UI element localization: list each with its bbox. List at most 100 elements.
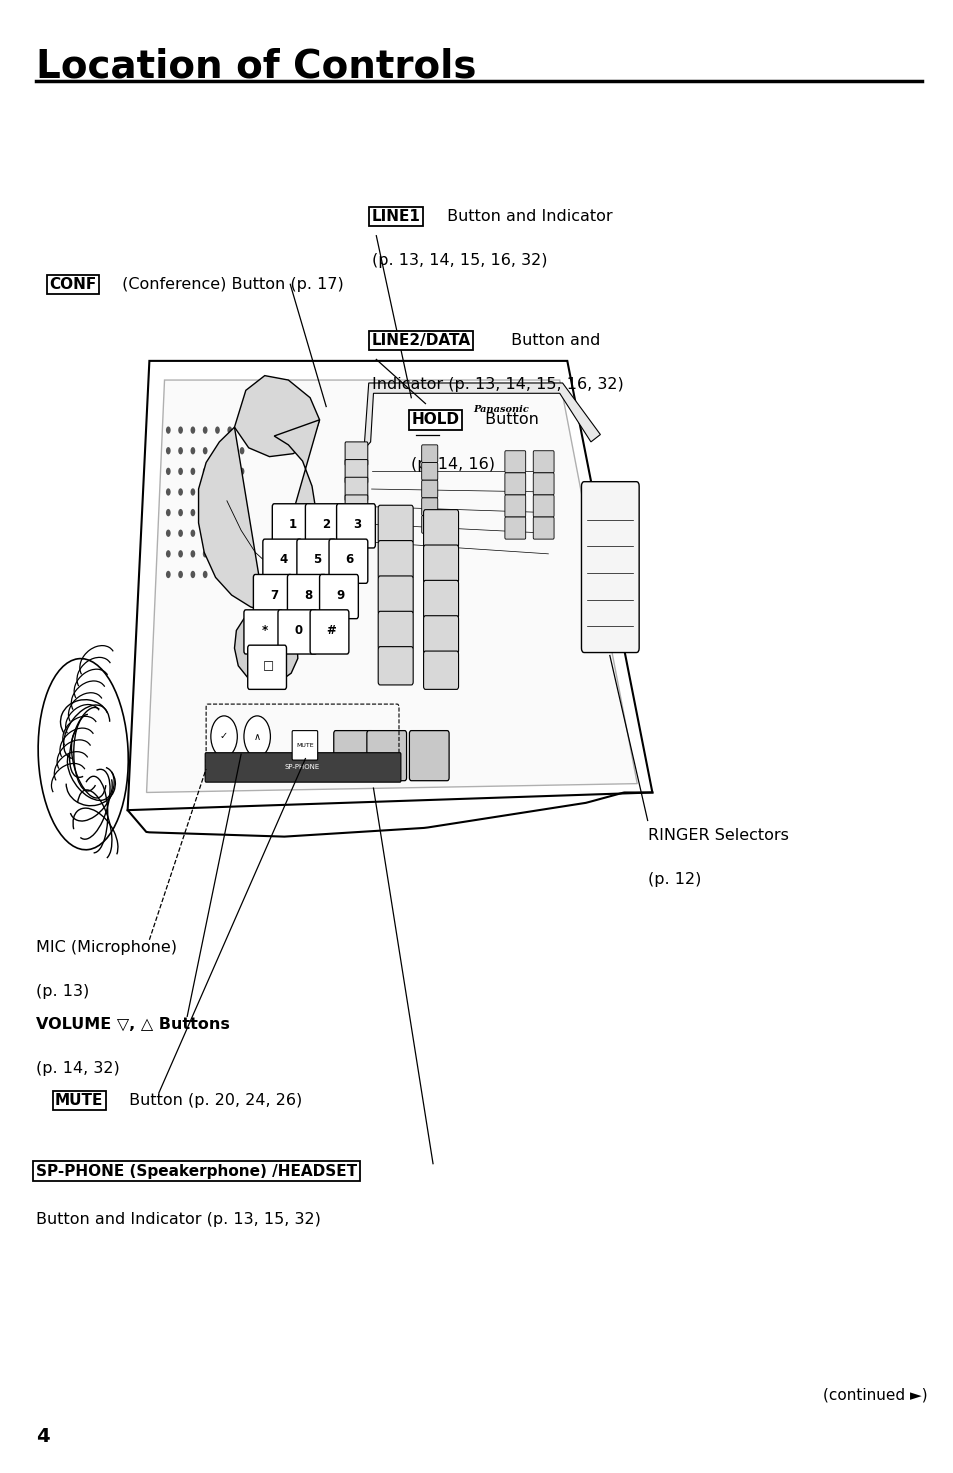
FancyBboxPatch shape [421, 463, 437, 480]
Circle shape [239, 427, 244, 433]
Circle shape [239, 572, 244, 579]
FancyBboxPatch shape [367, 731, 406, 781]
Circle shape [166, 468, 171, 476]
Polygon shape [147, 380, 637, 792]
FancyBboxPatch shape [533, 517, 554, 539]
FancyBboxPatch shape [292, 731, 317, 760]
FancyBboxPatch shape [421, 480, 437, 498]
Circle shape [191, 489, 195, 495]
Circle shape [178, 489, 183, 495]
Circle shape [178, 572, 183, 579]
Polygon shape [234, 376, 319, 457]
Circle shape [214, 489, 219, 495]
Text: 7: 7 [270, 589, 278, 601]
FancyBboxPatch shape [421, 498, 437, 516]
Text: *: * [261, 625, 268, 636]
Text: □: □ [263, 660, 274, 672]
Circle shape [214, 427, 219, 433]
Circle shape [239, 448, 244, 455]
Circle shape [191, 549, 195, 557]
Text: SP-PHONE (Speakerphone) /HEADSET: SP-PHONE (Speakerphone) /HEADSET [36, 1164, 356, 1178]
FancyBboxPatch shape [253, 574, 292, 619]
Circle shape [191, 530, 195, 538]
Text: 0: 0 [294, 625, 302, 636]
Text: LINE2/DATA: LINE2/DATA [371, 333, 470, 348]
FancyBboxPatch shape [310, 610, 349, 654]
Text: SP-PHONE: SP-PHONE [285, 764, 320, 770]
Circle shape [214, 549, 219, 557]
FancyBboxPatch shape [305, 504, 344, 548]
Circle shape [227, 572, 232, 579]
Ellipse shape [38, 658, 128, 850]
FancyBboxPatch shape [277, 610, 316, 654]
Circle shape [166, 427, 171, 433]
FancyBboxPatch shape [377, 647, 413, 685]
Circle shape [203, 468, 208, 476]
Circle shape [178, 468, 183, 476]
Circle shape [166, 572, 171, 579]
Text: VOLUME ▽, △ Buttons: VOLUME ▽, △ Buttons [36, 1016, 230, 1031]
Circle shape [203, 489, 208, 495]
Circle shape [203, 530, 208, 538]
Circle shape [214, 468, 219, 476]
FancyBboxPatch shape [319, 574, 358, 619]
Circle shape [191, 448, 195, 455]
Circle shape [178, 448, 183, 455]
Text: (continued ►): (continued ►) [821, 1388, 926, 1402]
FancyBboxPatch shape [533, 451, 554, 473]
Circle shape [203, 510, 208, 517]
Circle shape [227, 448, 232, 455]
Circle shape [203, 549, 208, 557]
Circle shape [191, 572, 195, 579]
Text: MIC (Microphone): MIC (Microphone) [36, 940, 176, 955]
Circle shape [166, 530, 171, 538]
Text: LINE1: LINE1 [371, 209, 420, 224]
Text: (p. 14, 16): (p. 14, 16) [411, 457, 495, 471]
Circle shape [239, 468, 244, 476]
FancyBboxPatch shape [421, 516, 437, 533]
Text: Button (p. 20, 24, 26): Button (p. 20, 24, 26) [124, 1093, 302, 1108]
Text: ✓: ✓ [220, 732, 228, 741]
FancyBboxPatch shape [205, 753, 400, 782]
Circle shape [178, 427, 183, 433]
Circle shape [214, 448, 219, 455]
Text: Button and Indicator (p. 13, 15, 32): Button and Indicator (p. 13, 15, 32) [36, 1212, 320, 1227]
Circle shape [214, 510, 219, 517]
Text: Location of Controls: Location of Controls [36, 47, 476, 85]
Circle shape [214, 530, 219, 538]
Circle shape [239, 549, 244, 557]
Polygon shape [128, 361, 652, 810]
Circle shape [191, 427, 195, 433]
Text: RINGER Selectors: RINGER Selectors [647, 828, 788, 843]
Text: #: # [326, 625, 335, 636]
Text: (p. 13): (p. 13) [36, 984, 89, 999]
FancyBboxPatch shape [504, 495, 525, 517]
Polygon shape [234, 611, 297, 683]
FancyBboxPatch shape [504, 473, 525, 495]
FancyBboxPatch shape [329, 539, 368, 583]
FancyBboxPatch shape [345, 495, 368, 518]
FancyBboxPatch shape [504, 517, 525, 539]
Circle shape [227, 530, 232, 538]
FancyBboxPatch shape [345, 477, 368, 501]
FancyBboxPatch shape [423, 616, 458, 654]
FancyBboxPatch shape [423, 510, 458, 548]
Circle shape [178, 549, 183, 557]
FancyBboxPatch shape [409, 731, 449, 781]
Circle shape [227, 510, 232, 517]
Text: (Conference) Button (p. 17): (Conference) Button (p. 17) [117, 277, 343, 292]
FancyBboxPatch shape [421, 445, 437, 463]
Circle shape [227, 549, 232, 557]
Circle shape [227, 489, 232, 495]
Text: 6: 6 [345, 554, 354, 566]
Circle shape [244, 716, 270, 757]
FancyBboxPatch shape [377, 576, 413, 614]
Text: 3: 3 [353, 518, 361, 530]
FancyBboxPatch shape [377, 541, 413, 579]
FancyBboxPatch shape [377, 611, 413, 650]
Text: (p. 14, 32): (p. 14, 32) [36, 1061, 119, 1075]
FancyBboxPatch shape [377, 505, 413, 544]
Polygon shape [198, 420, 319, 611]
FancyBboxPatch shape [334, 731, 373, 781]
Circle shape [203, 572, 208, 579]
